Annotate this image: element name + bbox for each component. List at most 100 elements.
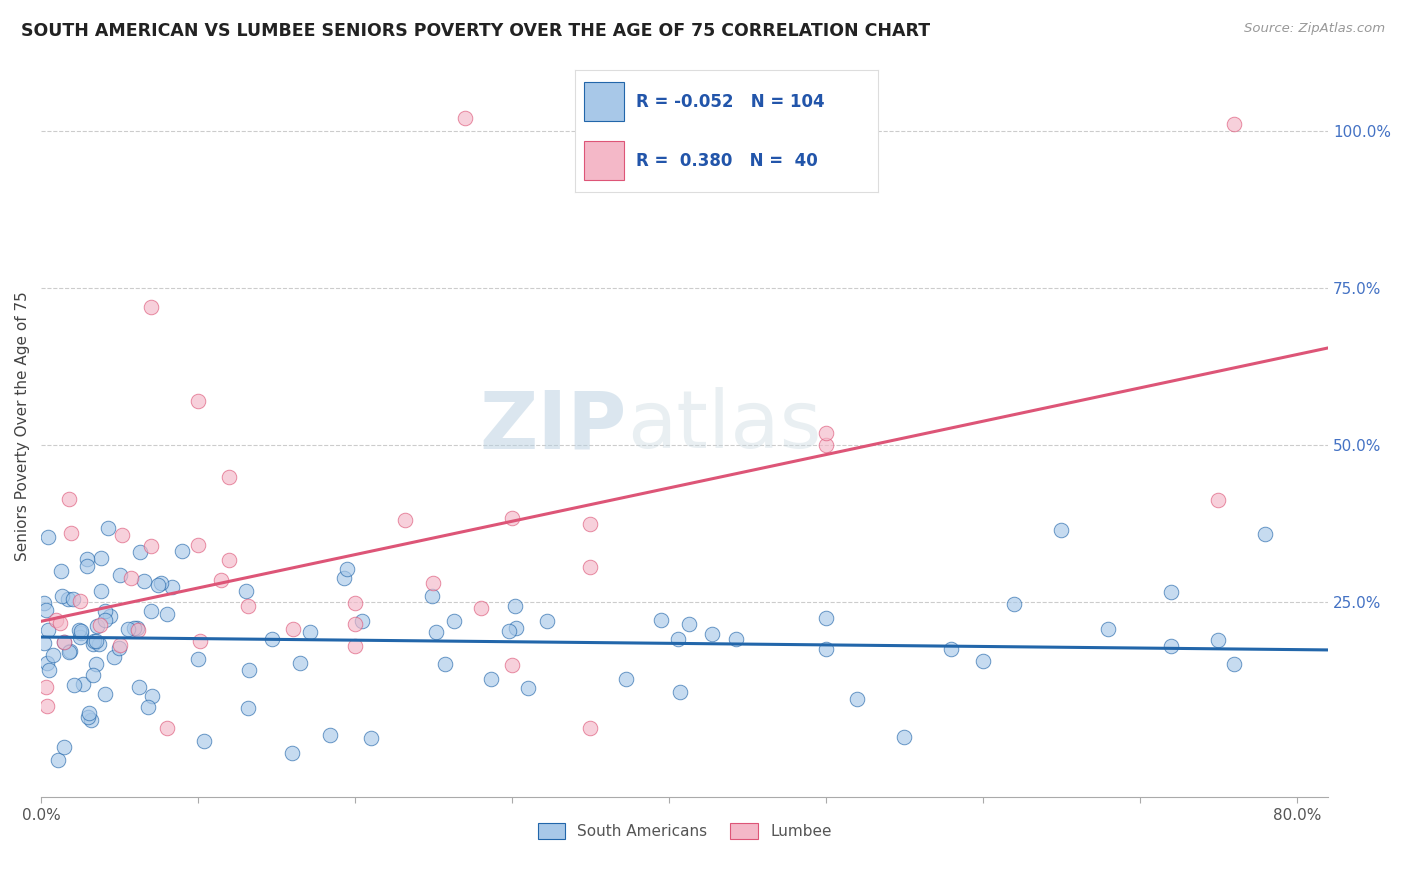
Text: SOUTH AMERICAN VS LUMBEE SENIORS POVERTY OVER THE AGE OF 75 CORRELATION CHART: SOUTH AMERICAN VS LUMBEE SENIORS POVERTY… [21, 22, 931, 40]
Point [394, 513, 416, 527]
Point [90, 584, 112, 599]
Point [94, 604, 117, 618]
Point [139, 539, 162, 553]
Point [59, 525, 82, 540]
Point [76, 552, 98, 566]
Point [160, 580, 183, 594]
Point [283, 623, 305, 637]
Point [1206, 492, 1229, 507]
Point [86, 619, 108, 633]
Point [59, 644, 82, 658]
Point [470, 600, 492, 615]
Point [1050, 523, 1073, 537]
Point [333, 571, 356, 585]
Point [120, 571, 142, 585]
Point [67, 624, 90, 638]
Point [69, 630, 91, 644]
Point [814, 438, 837, 452]
Point [814, 611, 837, 625]
Y-axis label: Seniors Poverty Over the Age of 75: Seniors Poverty Over the Age of 75 [15, 292, 30, 561]
Point [814, 641, 837, 656]
Point [262, 632, 284, 646]
Point [108, 638, 131, 652]
Point [218, 469, 240, 483]
Text: Source: ZipAtlas.com: Source: ZipAtlas.com [1244, 22, 1385, 36]
Point [1254, 527, 1277, 541]
Point [156, 721, 179, 735]
Point [62, 678, 84, 692]
Point [89, 618, 111, 632]
Point [141, 689, 163, 703]
Point [1002, 597, 1025, 611]
Point [122, 621, 145, 635]
Point [702, 627, 724, 641]
Point [149, 576, 172, 591]
Point [1223, 657, 1246, 672]
Point [972, 654, 994, 668]
Point [128, 680, 150, 694]
Point [352, 614, 374, 628]
Point [82, 668, 104, 682]
Point [193, 734, 215, 748]
Point [235, 584, 257, 599]
Point [725, 632, 748, 647]
Point [110, 568, 132, 582]
Point [82, 637, 104, 651]
Point [443, 615, 465, 629]
Point [125, 621, 148, 635]
Point [127, 623, 149, 637]
Point [1206, 632, 1229, 647]
Point [666, 632, 689, 646]
Point [35, 603, 58, 617]
Point [188, 634, 211, 648]
Point [117, 622, 139, 636]
Point [53, 740, 76, 755]
Point [344, 640, 367, 654]
Point [501, 658, 523, 673]
Point [1160, 585, 1182, 599]
Point [579, 516, 602, 531]
Point [517, 681, 540, 696]
Point [668, 685, 690, 699]
Point [454, 111, 477, 125]
Point [170, 543, 193, 558]
Point [420, 589, 443, 603]
Point [187, 652, 209, 666]
Point [156, 607, 179, 621]
Point [107, 640, 129, 655]
Point [579, 721, 602, 735]
Point [678, 617, 700, 632]
Point [579, 560, 602, 574]
Point [503, 599, 526, 614]
Text: ZIP: ZIP [479, 387, 627, 466]
Point [56, 592, 79, 607]
Point [111, 528, 134, 542]
Point [37, 698, 59, 713]
Point [51, 589, 73, 603]
Point [38, 663, 60, 677]
Point [505, 621, 527, 635]
Point [218, 553, 240, 567]
Point [77, 709, 100, 723]
Point [46, 753, 69, 767]
Point [72, 676, 94, 690]
Point [187, 394, 209, 409]
Point [89, 637, 111, 651]
Point [80, 713, 103, 727]
Point [336, 562, 359, 576]
Point [90, 551, 112, 566]
Point [536, 615, 558, 629]
Point [35, 656, 58, 670]
Point [422, 575, 444, 590]
Point [139, 603, 162, 617]
Point [94, 613, 117, 627]
Point [1097, 622, 1119, 636]
Point [146, 577, 169, 591]
Point [94, 687, 117, 701]
Point [49, 615, 72, 630]
Point [58, 491, 80, 506]
Point [97, 521, 120, 535]
Point [236, 701, 259, 715]
Point [139, 300, 162, 314]
Point [481, 673, 503, 687]
